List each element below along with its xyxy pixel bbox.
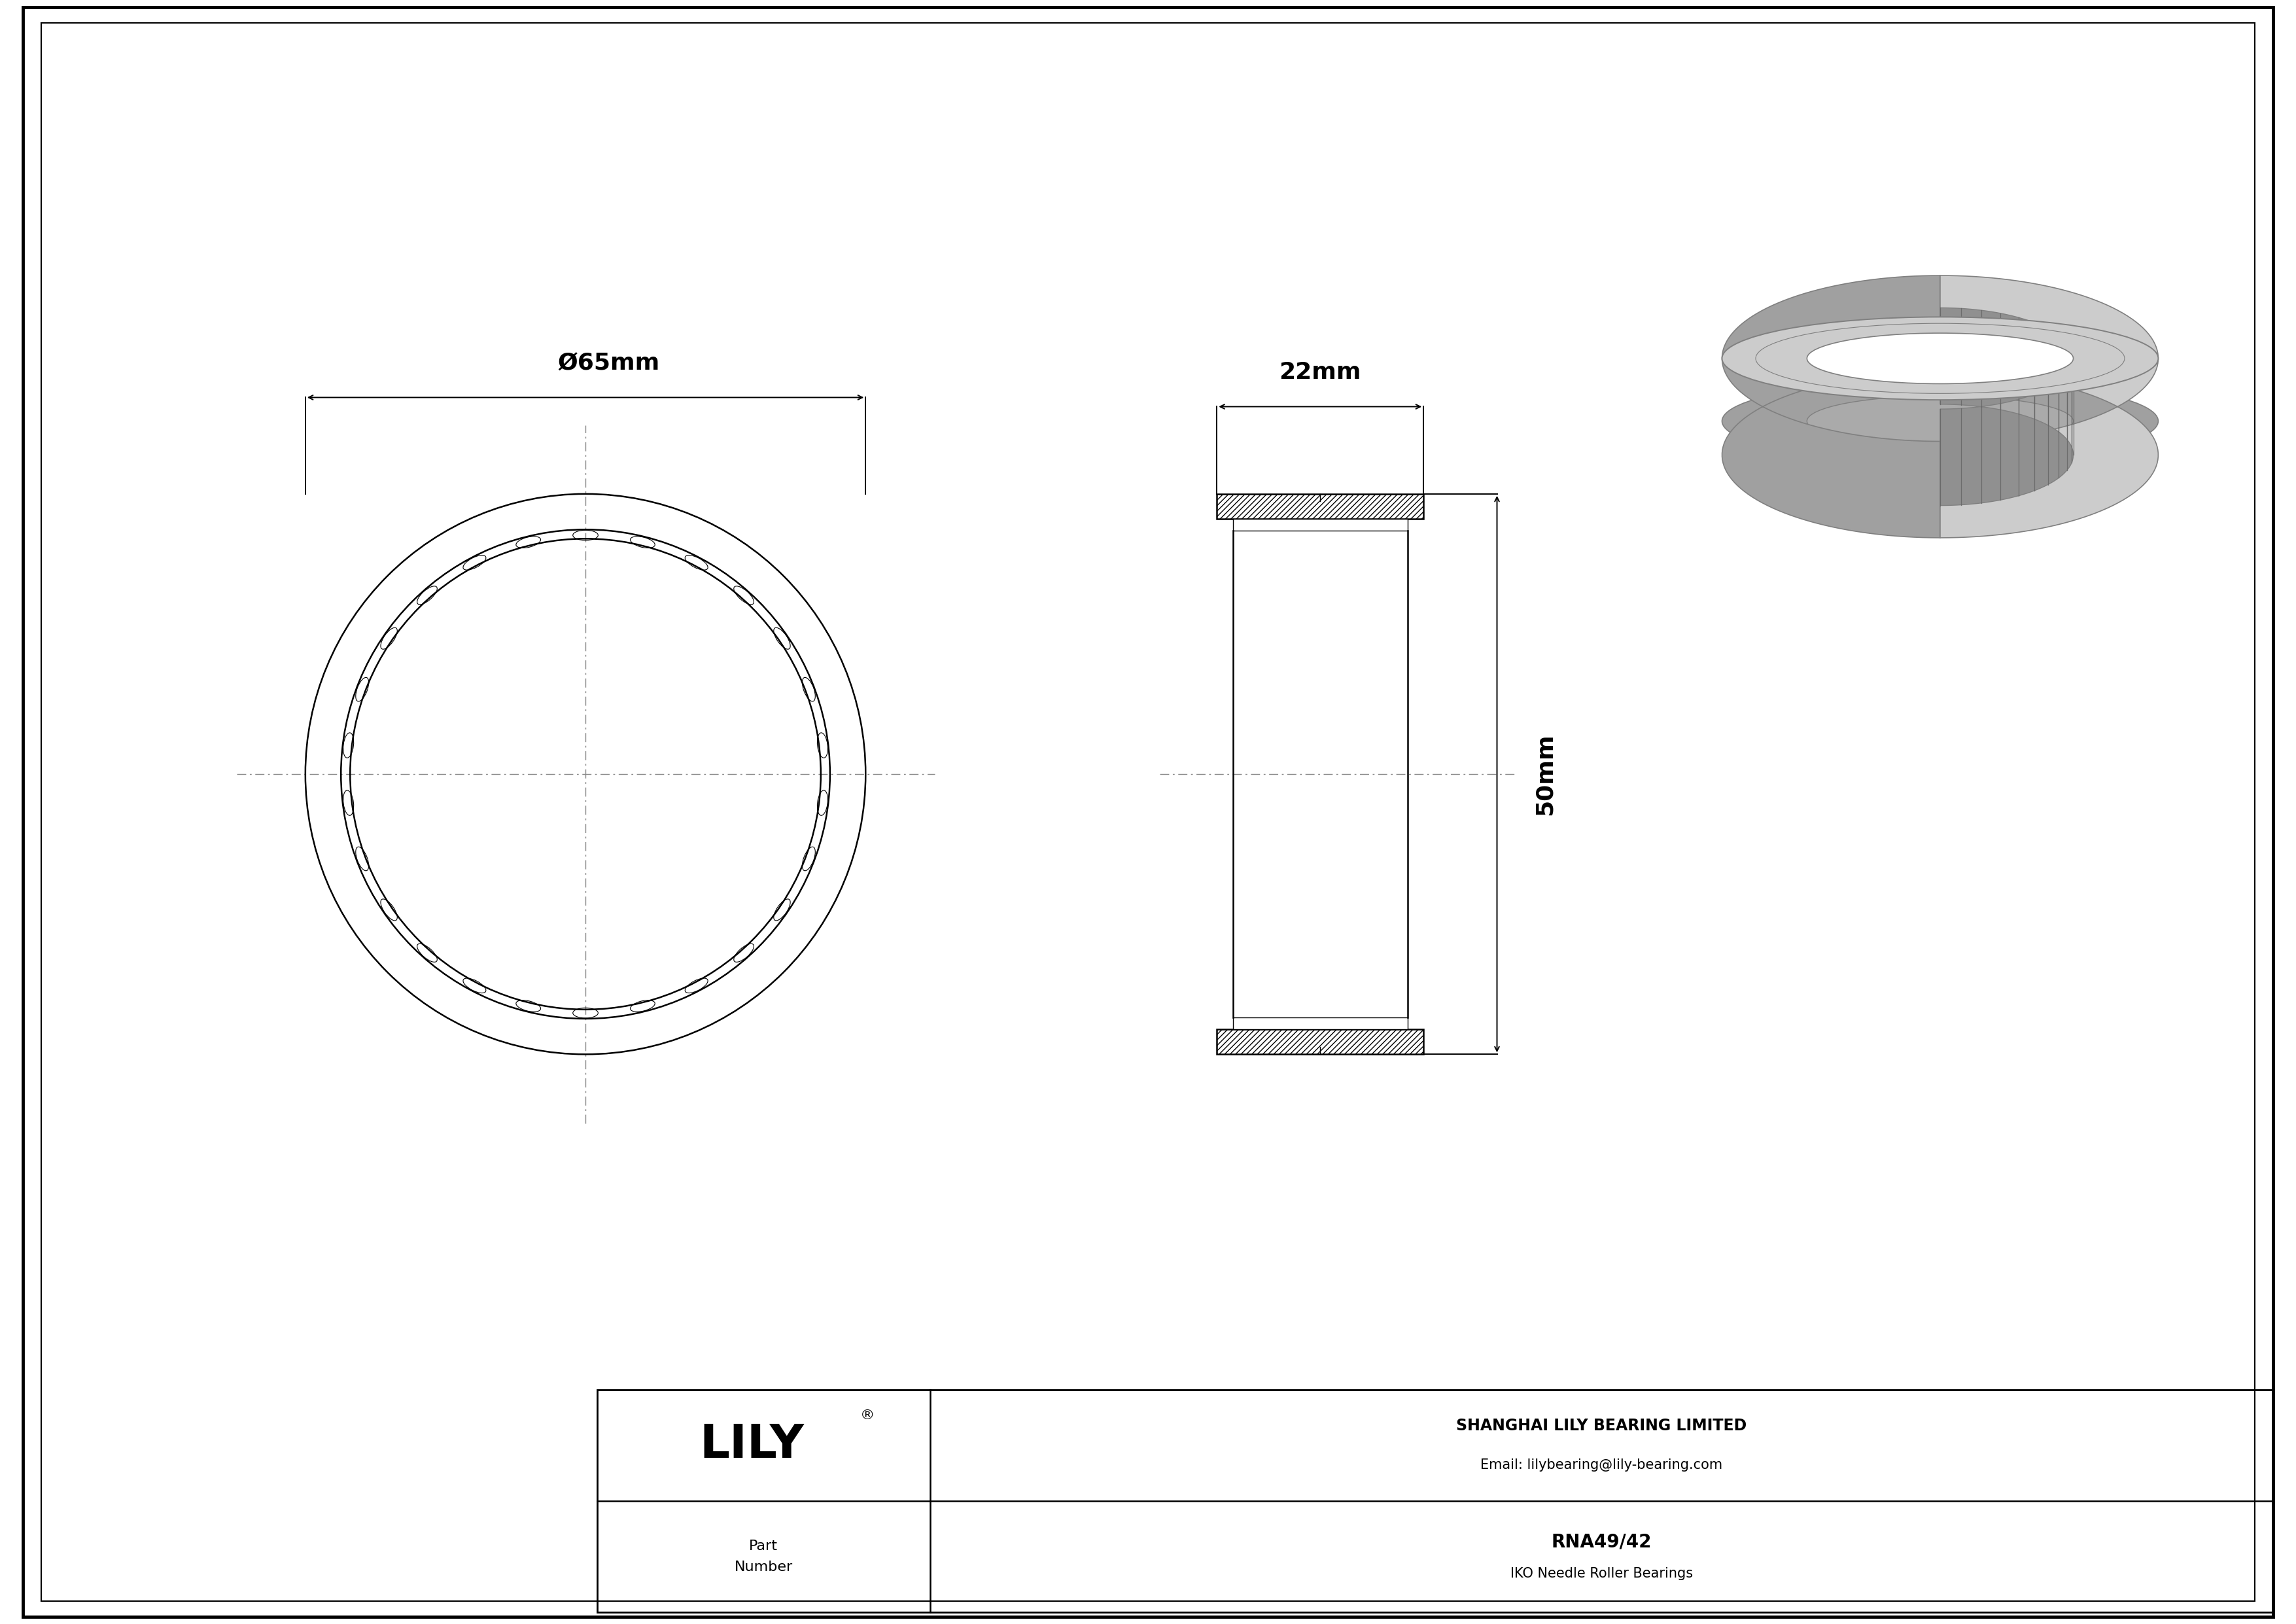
Polygon shape: [1722, 276, 1940, 538]
Ellipse shape: [1807, 333, 2073, 383]
Text: 50mm: 50mm: [1534, 732, 1557, 815]
Bar: [597, 1390, 2273, 1613]
Text: RNA49/42: RNA49/42: [1552, 1533, 1651, 1551]
Text: Part: Part: [748, 1540, 778, 1553]
Text: ®: ®: [859, 1410, 875, 1423]
Polygon shape: [1217, 494, 1424, 520]
Ellipse shape: [1722, 380, 2158, 463]
Text: Email: lilybearing@lily-bearing.com: Email: lilybearing@lily-bearing.com: [1481, 1458, 1722, 1471]
Polygon shape: [1217, 1030, 1424, 1054]
Polygon shape: [1940, 276, 2158, 538]
Ellipse shape: [1807, 396, 2073, 447]
Bar: [1233, 520, 1407, 531]
Text: Ø65mm: Ø65mm: [558, 352, 659, 375]
Text: IKO Needle Roller Bearings: IKO Needle Roller Bearings: [1511, 1567, 1692, 1580]
Ellipse shape: [1722, 317, 2158, 400]
Polygon shape: [1940, 309, 2073, 505]
Text: SHANGHAI LILY BEARING LIMITED: SHANGHAI LILY BEARING LIMITED: [1456, 1418, 1747, 1434]
Bar: [1233, 1018, 1407, 1030]
Text: LILY: LILY: [700, 1423, 804, 1468]
Text: 22mm: 22mm: [1279, 362, 1362, 383]
Text: Number: Number: [735, 1561, 792, 1574]
